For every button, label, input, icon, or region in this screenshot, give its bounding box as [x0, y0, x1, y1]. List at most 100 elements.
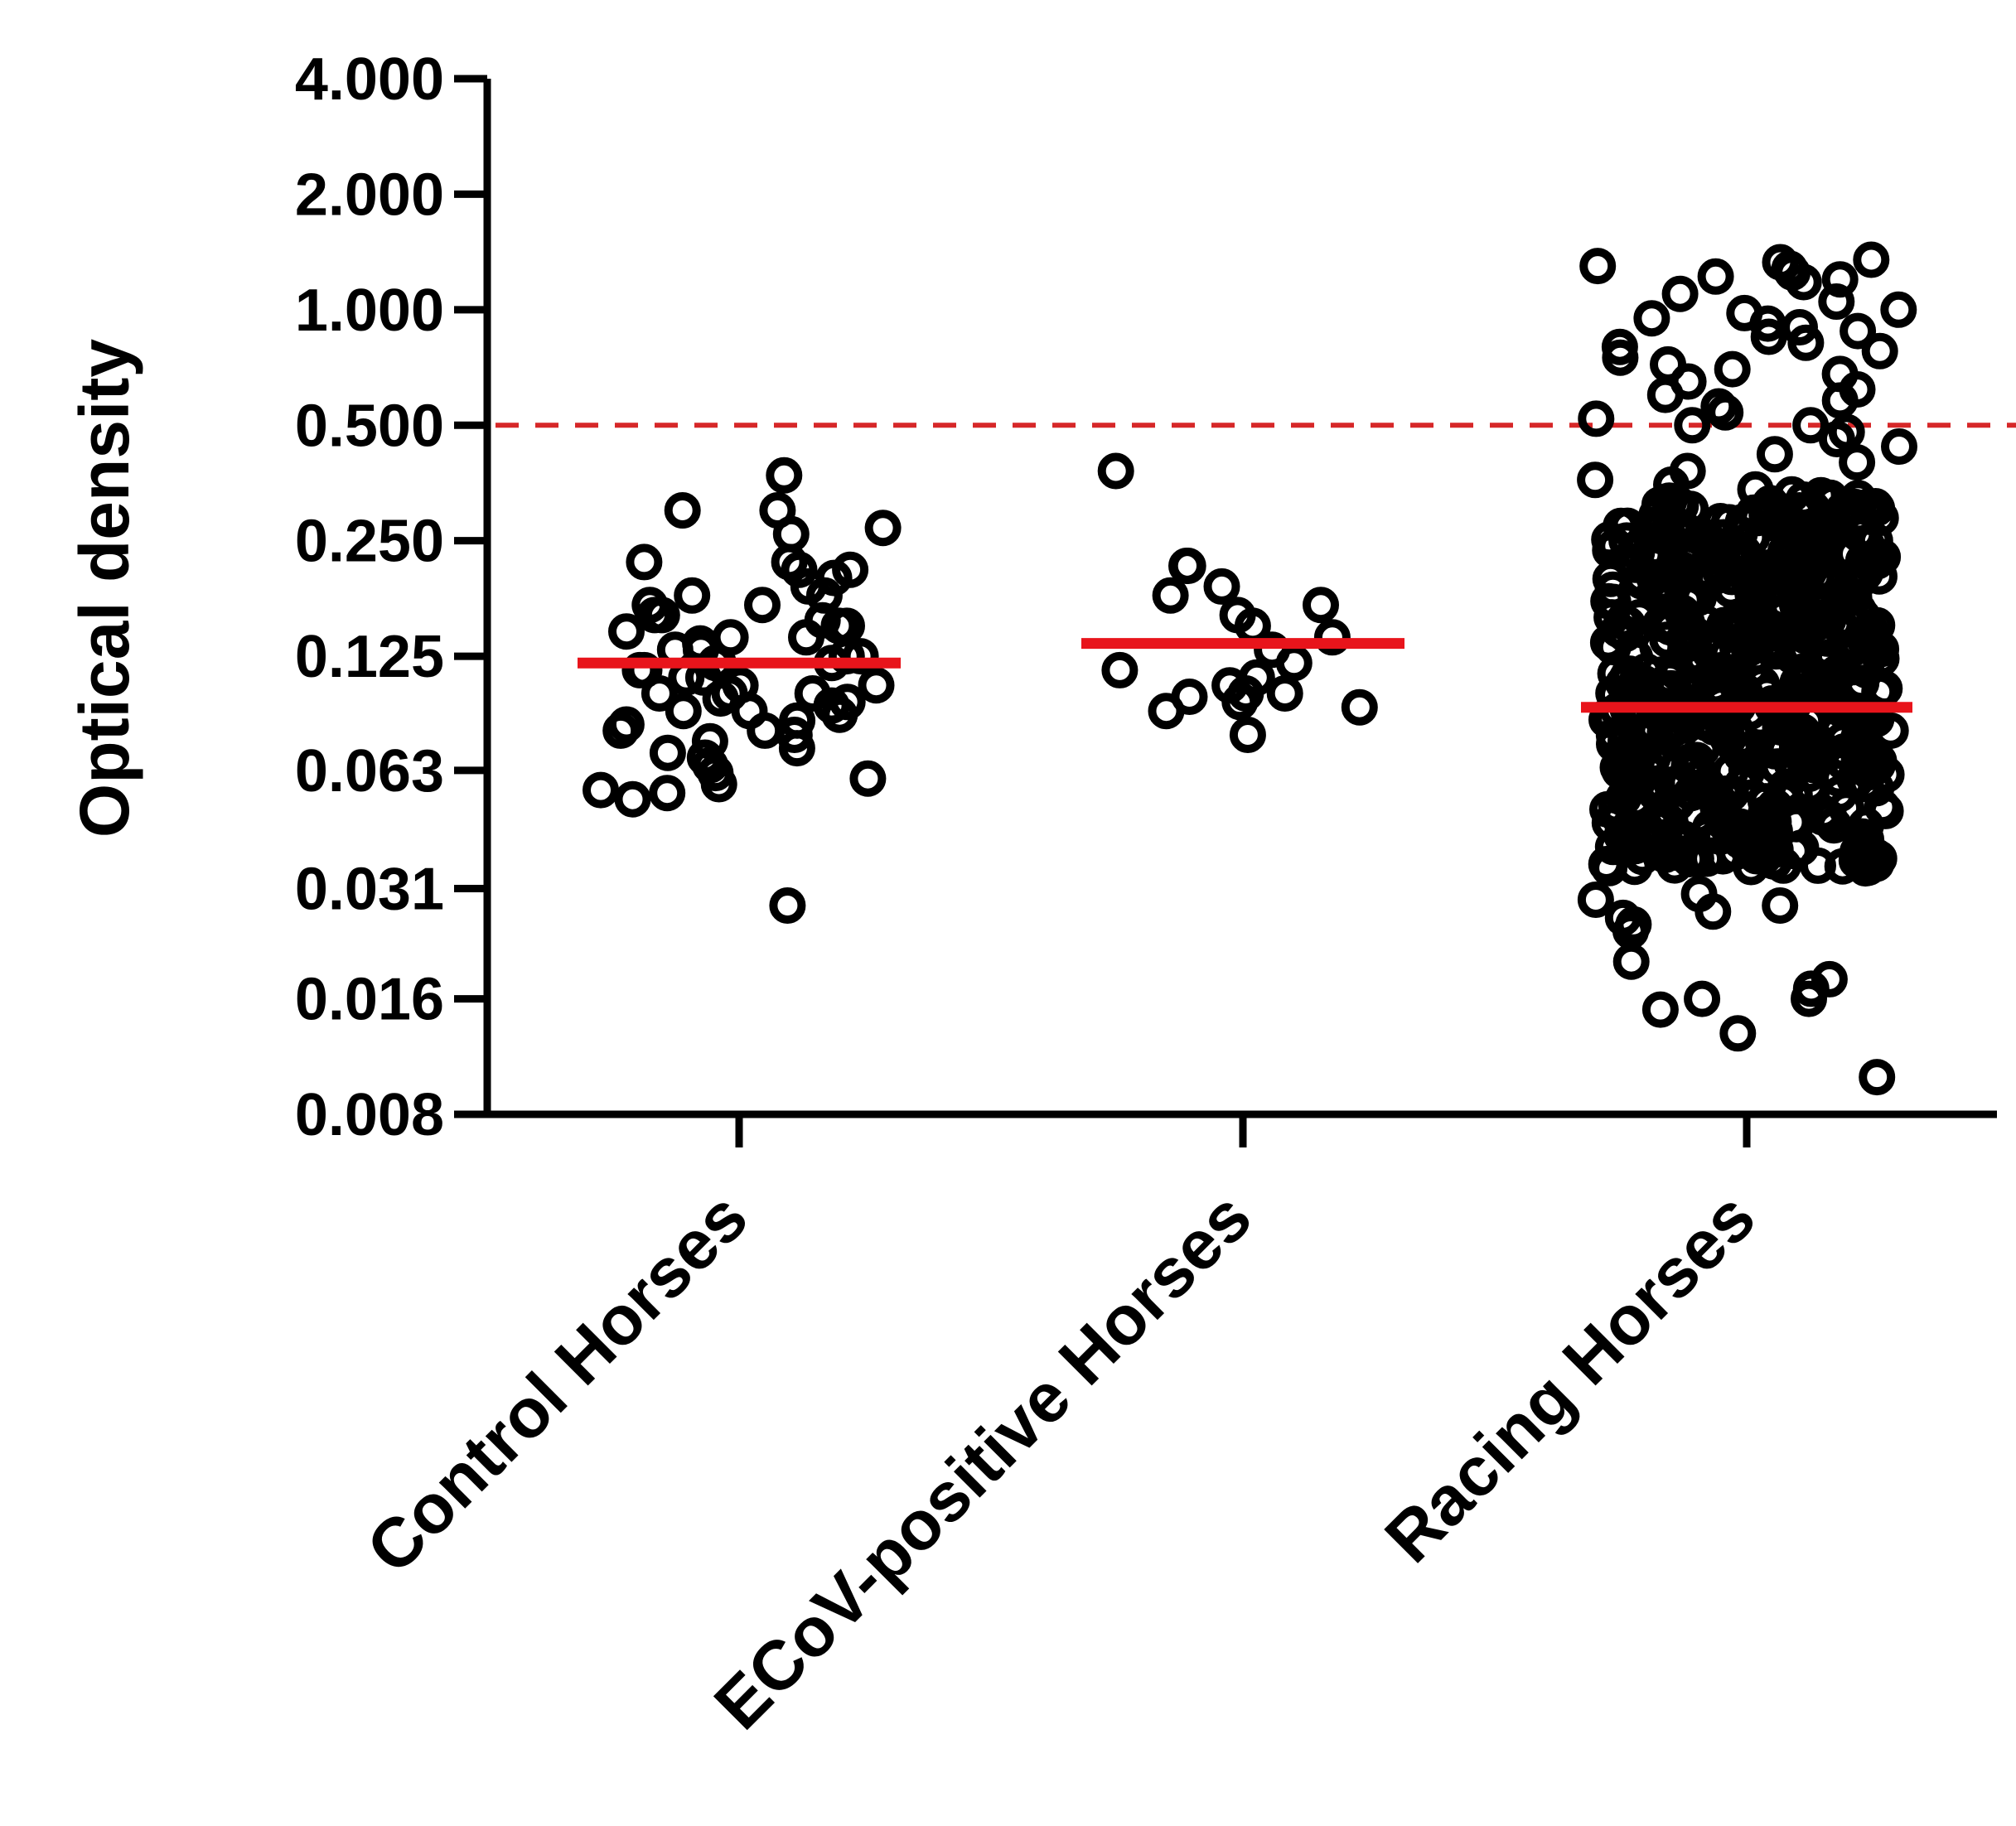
- data-point: [1661, 275, 1699, 312]
- data-point: [1229, 717, 1266, 753]
- data-point: [1836, 761, 1873, 797]
- data-point: [1821, 382, 1859, 419]
- data-point: [1275, 645, 1313, 682]
- data-point: [1602, 339, 1639, 376]
- data-point: [1765, 847, 1802, 884]
- y-tick-label: 2.000: [295, 162, 444, 228]
- data-point: [1861, 332, 1898, 370]
- y-tick-label: 0.031: [295, 857, 444, 923]
- data-point: [641, 675, 678, 712]
- data-point: [1670, 581, 1707, 618]
- data-point: [1835, 579, 1873, 616]
- data-point: [849, 760, 887, 797]
- data-point: [1668, 529, 1704, 567]
- data-point: [1697, 258, 1734, 295]
- data-point: [1853, 241, 1890, 278]
- axes-layer: [454, 75, 1997, 1147]
- data-point: [1750, 318, 1787, 355]
- y-tick-label: 0.063: [295, 738, 444, 804]
- y-tick-label: 4.000: [295, 46, 444, 113]
- data-point: [1656, 847, 1693, 884]
- data-point: [1820, 712, 1857, 749]
- data-point: [1818, 655, 1855, 692]
- data-point: [1728, 751, 1765, 789]
- data-point: [1735, 615, 1772, 652]
- data-point: [1313, 619, 1351, 656]
- data-point: [1743, 525, 1780, 563]
- data-point: [1848, 825, 1885, 862]
- data-point: [1152, 577, 1189, 614]
- data-point: [1818, 283, 1855, 320]
- data-point: [858, 667, 895, 704]
- data-point: [1610, 763, 1647, 800]
- data-point: [1611, 655, 1648, 693]
- data-point: [1591, 849, 1628, 886]
- data-point: [1674, 407, 1711, 444]
- data-point: [700, 766, 737, 803]
- data-point: [1845, 621, 1883, 658]
- data-point: [821, 696, 858, 733]
- data-point: [769, 887, 806, 924]
- data-point: [1805, 795, 1842, 832]
- y-tick-label: 0.250: [295, 509, 444, 575]
- data-point: [1738, 637, 1775, 674]
- y-tick-label: 0.500: [295, 393, 444, 459]
- data-point: [1578, 400, 1615, 437]
- data-point: [1787, 324, 1825, 361]
- data-point: [1714, 350, 1751, 388]
- data-point: [1678, 742, 1715, 779]
- data-point: [1669, 626, 1706, 663]
- data-point: [1266, 675, 1303, 712]
- data-point: [1577, 882, 1614, 918]
- data-point: [1707, 394, 1744, 431]
- data-point: [1765, 732, 1802, 769]
- data-point: [1633, 300, 1670, 337]
- data-point: [1710, 504, 1748, 541]
- data-point: [583, 771, 619, 809]
- data-point: [1785, 263, 1822, 301]
- data-point: [1854, 491, 1892, 529]
- data-point: [621, 651, 659, 688]
- data-point: [1702, 553, 1739, 591]
- data-point: [1719, 1015, 1757, 1052]
- data-point: [1791, 756, 1828, 793]
- median-lines-layer: [578, 638, 1912, 713]
- y-axis-title: Optical density: [65, 339, 143, 838]
- data-point: [614, 780, 651, 818]
- data-point: [1646, 376, 1684, 413]
- data-point: [1609, 606, 1646, 643]
- data-point: [1612, 943, 1650, 980]
- data-point: [744, 587, 781, 624]
- data-point: [1756, 436, 1793, 473]
- data-point: [1763, 549, 1801, 586]
- data-point: [1762, 887, 1799, 924]
- data-point: [1818, 605, 1855, 642]
- data-point: [788, 619, 824, 656]
- data-point: [1623, 563, 1661, 600]
- data-point: [1101, 651, 1139, 688]
- data-point: [1818, 421, 1855, 457]
- data-point: [1597, 528, 1634, 565]
- y-tick-label: 0.016: [295, 967, 444, 1033]
- data-point: [1706, 804, 1743, 842]
- data-point: [674, 577, 711, 614]
- data-point: [1859, 1059, 1896, 1096]
- data-point: [1839, 444, 1876, 481]
- data-point: [1638, 496, 1675, 534]
- data-point: [1733, 848, 1770, 886]
- data-point: [665, 693, 702, 730]
- data-point: [608, 613, 645, 650]
- data-point: [1880, 291, 1917, 328]
- y-tick-label: 0.008: [295, 1082, 444, 1148]
- data-point: [1792, 407, 1830, 444]
- data-point: [1221, 684, 1259, 721]
- y-tick-label: 0.125: [295, 624, 444, 690]
- data-point: [664, 492, 701, 529]
- data-point: [1627, 810, 1665, 848]
- data-point: [1776, 614, 1812, 651]
- data-point: [1881, 428, 1917, 465]
- data-point: [1097, 452, 1134, 490]
- data-point: [626, 543, 663, 581]
- data-point: [691, 722, 728, 760]
- data-point: [1303, 587, 1339, 624]
